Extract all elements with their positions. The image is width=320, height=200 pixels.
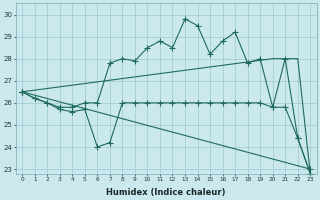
X-axis label: Humidex (Indice chaleur): Humidex (Indice chaleur) [107,188,226,197]
